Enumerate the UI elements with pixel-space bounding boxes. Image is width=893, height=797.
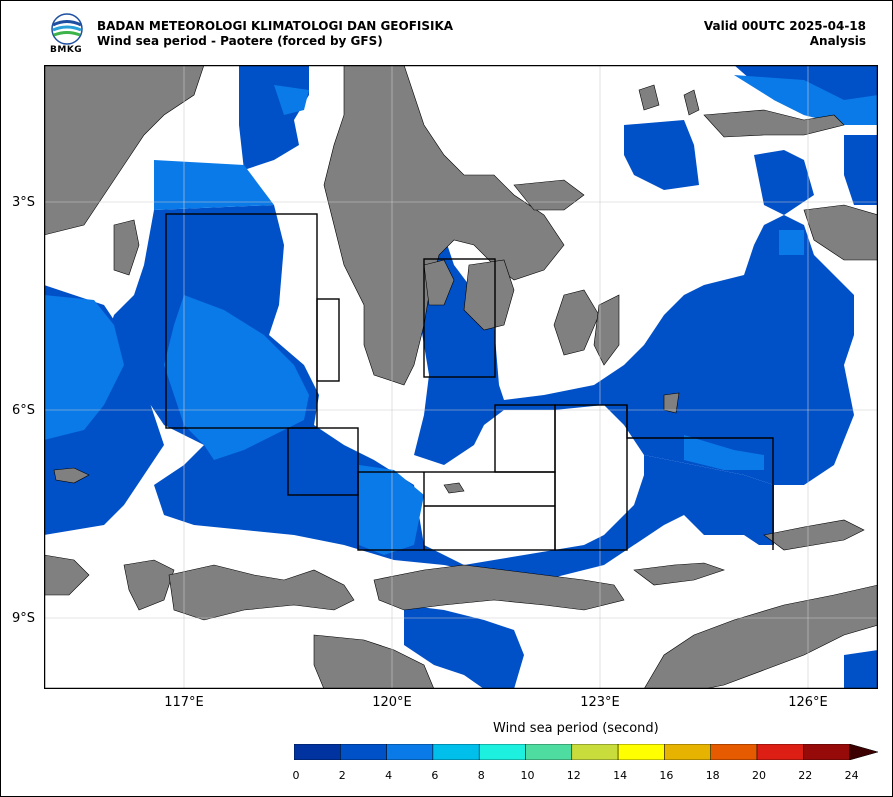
colorbar-tick-label: 14 bbox=[613, 769, 628, 782]
bmkg-logo-icon bbox=[51, 13, 83, 45]
header-right: Valid 00UTC 2025-04-18 Analysis bbox=[704, 19, 866, 49]
colorbar-tick-label: 22 bbox=[798, 769, 813, 782]
org-title: BADAN METEOROLOGI KLIMATOLOGI DAN GEOFIS… bbox=[97, 19, 454, 33]
colorbar-tick-label: 18 bbox=[705, 769, 720, 782]
lat-label-6s: 6°S bbox=[12, 403, 36, 418]
product-title: Wind sea period - Paotere (forced by GFS… bbox=[97, 34, 383, 48]
colorbar-tick-label: 16 bbox=[659, 769, 674, 782]
lat-label-9s: 9°S bbox=[12, 611, 36, 626]
sub-domain-boxes bbox=[165, 213, 774, 551]
colorbar-bin bbox=[525, 744, 573, 760]
colorbar-tick-label: 4 bbox=[385, 769, 393, 782]
colorbar-tick-label: 6 bbox=[431, 769, 439, 782]
colorbar-bin bbox=[803, 744, 850, 760]
colorbar bbox=[294, 744, 878, 760]
lon-label-126e: 126°E bbox=[788, 695, 828, 710]
logo-text: BMKG bbox=[50, 45, 83, 55]
colorbar-bin bbox=[294, 744, 341, 760]
colorbar-bin bbox=[432, 744, 480, 760]
colorbar-tick-label: 2 bbox=[338, 769, 346, 782]
colorbar-bin bbox=[664, 744, 711, 760]
map-panel bbox=[44, 65, 878, 689]
lon-label-123e: 123°E bbox=[580, 695, 620, 710]
colorbar-title: Wind sea period (second) bbox=[493, 721, 659, 736]
lon-label-117e: 117°E bbox=[164, 695, 204, 710]
colorbar-tick-label: 24 bbox=[844, 769, 859, 782]
colorbar-bin bbox=[756, 744, 804, 760]
colorbar-tick-label: 0 bbox=[292, 769, 300, 782]
lon-label-120e: 120°E bbox=[372, 695, 412, 710]
colorbar-tick-label: 12 bbox=[566, 769, 581, 782]
colorbar-bin bbox=[386, 744, 434, 760]
land-masses bbox=[44, 65, 878, 689]
colorbar-tick-label: 10 bbox=[520, 769, 535, 782]
sea-period-4-6 bbox=[44, 75, 878, 555]
grid-lines bbox=[44, 65, 878, 689]
colorbar-bin bbox=[340, 744, 387, 760]
colorbar-bin bbox=[571, 744, 619, 760]
header-left: BADAN METEOROLOGI KLIMATOLOGI DAN GEOFIS… bbox=[97, 19, 453, 49]
colorbar-tick-label: 8 bbox=[477, 769, 485, 782]
valid-time: Valid 00UTC 2025-04-18 bbox=[703, 19, 866, 33]
colorbar-bin bbox=[617, 744, 665, 760]
colorbar-bin bbox=[710, 744, 758, 760]
lat-label-3s: 3°S bbox=[12, 195, 36, 210]
colorbar-tick-label: 20 bbox=[752, 769, 766, 782]
colorbar-bin bbox=[478, 744, 526, 760]
colorbar-extend-arrow bbox=[849, 744, 878, 760]
analysis-label: Analysis bbox=[809, 34, 866, 48]
